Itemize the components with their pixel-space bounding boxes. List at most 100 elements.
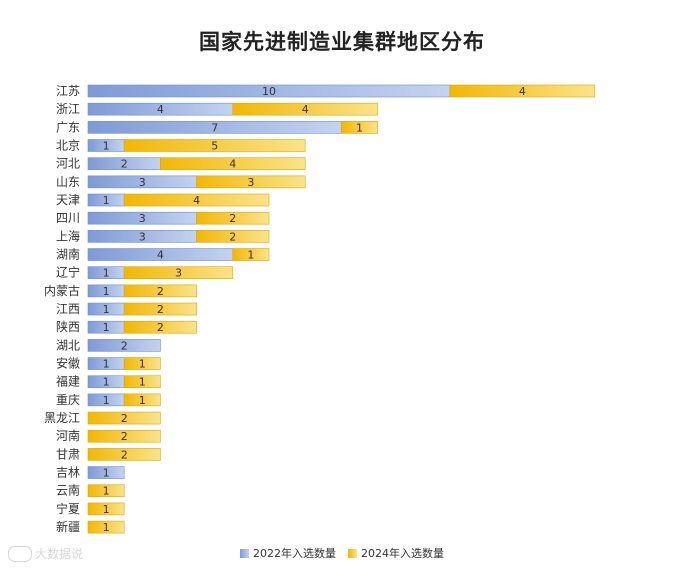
bar-segment-2024 <box>87 502 125 516</box>
bar-value-label: 1 <box>103 485 110 498</box>
category-label: 河南 <box>56 428 80 443</box>
category-label: 福建 <box>56 374 80 389</box>
bar-value-label: 1 <box>103 303 110 316</box>
bar-chart: 江苏 10 4浙江 4 4广东 7 1北京 1 5河北 2 4山东 3 3天津 1 4四川 3 2上海 3 2湖南 4… <box>44 84 596 534</box>
category-label: 广东 <box>56 120 80 134</box>
bar-value-label: 2 <box>229 230 236 243</box>
bar-segment-2024 <box>87 429 161 443</box>
bar-segment-2024 <box>123 302 197 316</box>
bar-value-label: 1 <box>103 376 110 389</box>
bar-value-label: 1 <box>103 467 110 480</box>
category-label: 湖南 <box>56 247 80 262</box>
bar-segment-2024 <box>123 139 306 152</box>
bar-value-label: 3 <box>175 267 182 280</box>
bar-segment-2024 <box>123 393 161 407</box>
bar-segment-2024 <box>123 266 234 280</box>
watermark: 大数据说 <box>8 545 83 562</box>
bar-value-label: 2 <box>121 412 128 425</box>
category-label: 重庆 <box>56 393 80 407</box>
category-label: 安徽 <box>56 356 80 371</box>
bar-value-label: 4 <box>519 85 526 98</box>
bar-segment-2022 <box>87 339 161 352</box>
bar-value-label: 3 <box>139 212 146 225</box>
category-label: 河北 <box>56 157 80 171</box>
category-label: 江苏 <box>56 84 80 98</box>
bar-value-label: 7 <box>211 121 218 134</box>
bar-value-label: 2 <box>121 158 128 171</box>
bar-value-label: 1 <box>356 121 363 134</box>
bar-value-label: 3 <box>139 230 146 243</box>
bar-segment-2024 <box>87 411 161 425</box>
bar-value-label: 1 <box>103 285 110 298</box>
bar-value-label: 10 <box>262 85 276 98</box>
bar-value-label: 1 <box>103 394 110 407</box>
bar-value-label: 2 <box>157 321 164 334</box>
bar-value-label: 2 <box>157 303 164 316</box>
bar-segment-2024 <box>232 248 270 261</box>
category-label: 宁夏 <box>56 501 80 516</box>
category-label: 吉林 <box>56 466 80 480</box>
bar-segment-2024 <box>87 520 125 534</box>
legend-item-2022: 2022年入选数量 <box>240 545 336 561</box>
legend-swatch-2024 <box>348 548 357 558</box>
category-label: 山东 <box>56 175 80 189</box>
category-label: 新疆 <box>56 519 80 534</box>
bar-segment-2024 <box>123 284 197 298</box>
bar-value-label: 5 <box>211 140 218 153</box>
bar-value-label: 4 <box>193 194 200 207</box>
bar-segment-2024 <box>232 102 378 116</box>
bar-value-label: 3 <box>247 176 254 189</box>
bar-value-label: 1 <box>103 194 110 207</box>
bar-segment-2024 <box>123 375 161 389</box>
category-label: 内蒙古 <box>44 283 80 298</box>
bar-segment-2024 <box>123 193 270 207</box>
bar-value-label: 1 <box>103 358 110 371</box>
category-label: 湖北 <box>56 337 80 352</box>
bar-segment-2022 <box>87 466 125 479</box>
bar-segment-2024 <box>160 157 306 170</box>
bar-value-label: 4 <box>229 158 236 171</box>
category-label: 黑龙江 <box>44 411 80 425</box>
category-label: 上海 <box>56 228 80 243</box>
legend-item-2024: 2024年入选数量 <box>348 545 444 561</box>
legend-label-2022: 2022年入选数量 <box>253 547 336 560</box>
watermark-logo-icon <box>8 545 32 562</box>
bar-segment-2024 <box>196 230 270 243</box>
bar-segment-2024 <box>123 320 197 334</box>
bar-value-label: 1 <box>103 321 110 334</box>
bar-segment-2024 <box>196 175 306 189</box>
chart-title: 国家先进制造业集群地区分布 <box>199 30 485 54</box>
bar-value-label: 1 <box>103 521 110 534</box>
bar-value-label: 1 <box>139 376 146 389</box>
bar-segment-2024 <box>341 121 378 134</box>
bar-value-label: 2 <box>121 448 128 461</box>
bar-value-label: 4 <box>157 249 164 262</box>
category-label: 甘肃 <box>56 447 80 461</box>
category-label: 江西 <box>56 302 80 316</box>
category-label: 四川 <box>56 211 80 225</box>
legend-swatch-2022 <box>240 548 249 558</box>
bar-value-label: 1 <box>103 267 110 280</box>
watermark-text: 大数据说 <box>35 547 84 561</box>
bar-value-label: 1 <box>103 503 110 516</box>
bar-value-label: 2 <box>121 430 128 443</box>
bar-segment-2024 <box>449 84 596 98</box>
bar-value-label: 1 <box>139 358 146 371</box>
bar-value-label: 2 <box>157 285 164 298</box>
category-label: 天津 <box>56 193 80 207</box>
category-label: 辽宁 <box>56 265 80 280</box>
bar-segment-2024 <box>87 448 161 461</box>
bar-value-label: 1 <box>103 140 110 153</box>
legend-label-2024: 2024年入选数量 <box>361 547 444 560</box>
bar-value-label: 1 <box>247 249 254 262</box>
category-label: 浙江 <box>56 102 80 116</box>
bar-value-label: 1 <box>139 394 146 407</box>
bar-segment-2024 <box>196 211 270 225</box>
bar-segment-2024 <box>123 357 161 370</box>
category-label: 北京 <box>56 139 80 153</box>
bar-value-label: 4 <box>157 103 164 116</box>
bar-value-label: 4 <box>302 103 309 116</box>
bar-value-label: 2 <box>121 339 128 352</box>
category-label: 云南 <box>56 483 80 498</box>
category-label: 陕西 <box>56 319 80 334</box>
